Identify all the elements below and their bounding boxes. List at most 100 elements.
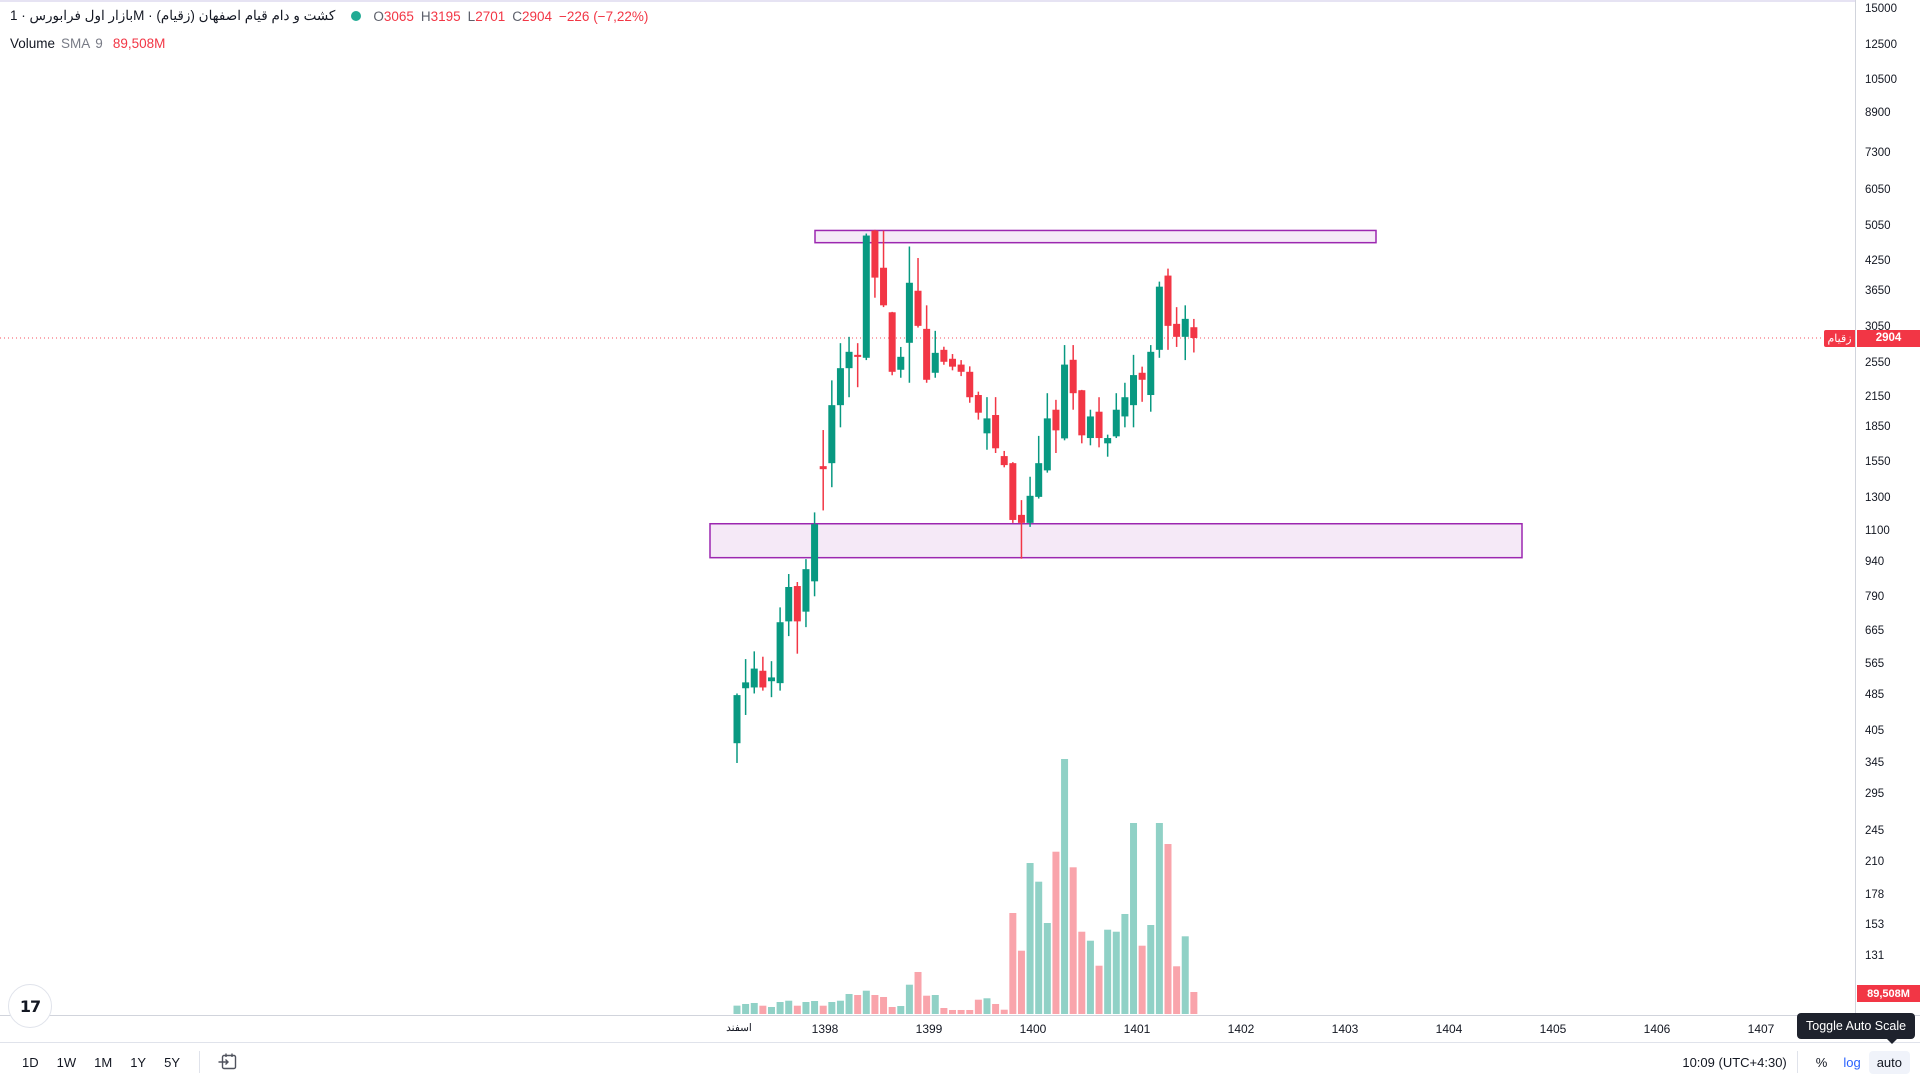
price-tick-label: 12500 [1865, 39, 1897, 52]
chart-pane[interactable] [0, 0, 1855, 1015]
time-tick-label: 1406 [1643, 1022, 1671, 1036]
volume-bar [1095, 965, 1103, 1014]
range-button-1m[interactable]: 1M [85, 1051, 121, 1074]
volume-bar [905, 984, 913, 1014]
volume-bar [1155, 822, 1163, 1014]
time-tick-label: 1405 [1539, 1022, 1567, 1036]
volume-sma-label: SMA [61, 35, 91, 51]
price-tick-label: 665 [1865, 625, 1885, 638]
calendar-arrow-icon [218, 1053, 237, 1070]
price-tick-label: 345 [1865, 756, 1885, 769]
candle-body [1112, 409, 1120, 437]
price-tick-label: 1850 [1865, 421, 1891, 434]
volume-bar [845, 993, 853, 1014]
volume-bar [1078, 931, 1086, 1014]
volume-bar [871, 995, 879, 1014]
range-button-1y[interactable]: 1Y [121, 1051, 155, 1074]
last-price-tag: 2904 [1857, 329, 1920, 347]
range-button-1d[interactable]: 1D [13, 1051, 48, 1074]
candle-body [992, 415, 1000, 449]
candle-body [1000, 456, 1008, 466]
candle-body [974, 395, 982, 413]
last-volume-tag: 89,508M [1857, 985, 1920, 1002]
volume-bar [793, 1005, 801, 1014]
volume-bar [854, 995, 862, 1014]
candle-body [759, 670, 767, 688]
price-tick-label: 5050 [1865, 220, 1891, 233]
candle-body [940, 349, 948, 362]
candle-body [1181, 318, 1189, 337]
candle-body [1017, 514, 1025, 523]
volume-bar [974, 999, 982, 1014]
time-axis[interactable]: اسفند 1398 1399 1400 1401 1402 1403 1404 1405 140… [0, 1015, 1920, 1043]
volume-bar [802, 1002, 810, 1014]
volume-bar [992, 1003, 1000, 1014]
candle-body [793, 586, 801, 622]
price-tick-label: 153 [1865, 918, 1885, 931]
chart-legend: بازار اول فرابورس · 1M · کشت و دام قیام … [10, 5, 648, 53]
price-tick-label: 3050 [1865, 321, 1891, 334]
candle-body [854, 354, 862, 357]
ohlc-change: −226 (−7,22%) [559, 8, 649, 24]
candle-body [914, 290, 922, 326]
range-button-5y[interactable]: 5Y [155, 1051, 189, 1074]
volume-indicator-label[interactable]: Volume [10, 35, 56, 51]
volume-bar [957, 1009, 965, 1014]
volume-bar [819, 1005, 827, 1014]
symbol-title[interactable]: بازار اول فرابورس · 1M · کشت و دام قیام … [10, 8, 336, 23]
range-button-1w[interactable]: 1W [48, 1051, 86, 1074]
toolbar-divider [199, 1051, 200, 1073]
price-tick-label: 1550 [1865, 456, 1891, 469]
candle-body [742, 682, 750, 689]
volume-bar [1190, 992, 1198, 1014]
candle-body [1104, 438, 1112, 444]
range-buttons-group: 1D 1W 1M 1Y 5Y [0, 1048, 246, 1076]
candle-body [1138, 372, 1146, 380]
price-tick-label: 245 [1865, 824, 1885, 837]
candle-body [957, 364, 965, 372]
volume-bar [1173, 966, 1181, 1014]
volume-bar [1069, 867, 1077, 1014]
clock[interactable]: 10:09 (UTC+4:30) [1682, 1054, 1787, 1070]
volume-bar [1147, 925, 1155, 1014]
percent-scale-button[interactable]: % [1808, 1051, 1836, 1074]
price-tick-label: 8900 [1865, 107, 1891, 120]
candle-body [1061, 364, 1069, 439]
candle-body [802, 569, 810, 612]
time-tick-label: 1403 [1331, 1022, 1359, 1036]
volume-value: 89,508M [112, 35, 166, 51]
volume-bar [1009, 913, 1017, 1014]
candle-body [1052, 409, 1060, 431]
volume-bar [1130, 822, 1138, 1014]
time-tick-label: 1407 [1747, 1022, 1775, 1036]
candle-body [1086, 416, 1094, 439]
price-axis[interactable]: زقیام 2904 89,508M 15000 12500 10500 8900 73… [1824, 0, 1920, 1015]
ohlc-open: O3065 [373, 8, 414, 24]
scale-controls-group: 10:09 (UTC+4:30) % log auto [1682, 1050, 1920, 1074]
volume-bar [767, 1006, 775, 1014]
go-to-date-button[interactable] [210, 1048, 246, 1076]
auto-scale-button[interactable]: auto [1868, 1050, 1910, 1074]
volume-bar [1138, 945, 1146, 1014]
time-tick-label: 1402 [1227, 1022, 1255, 1036]
volume-bar [880, 996, 888, 1014]
price-tick-label: 485 [1865, 688, 1885, 701]
volume-bar [828, 1002, 836, 1014]
candle-body [871, 230, 879, 278]
volume-bar [923, 995, 931, 1014]
price-tick-label: 2150 [1865, 391, 1891, 404]
tooltip-caret [1886, 1038, 1898, 1044]
volume-sma-length: 9 [95, 35, 103, 51]
time-tick-label: اسفند [726, 1022, 752, 1034]
price-tick-label: 295 [1865, 787, 1885, 800]
volume-bar [776, 1002, 784, 1014]
log-scale-button[interactable]: log [1835, 1051, 1868, 1074]
price-tick-label: 210 [1865, 855, 1885, 868]
candle-body [1043, 418, 1051, 471]
volume-bar [759, 1005, 767, 1014]
volume-bar [1043, 923, 1051, 1014]
volume-bar [983, 998, 991, 1014]
volume-bar [811, 1000, 819, 1014]
tradingview-logo[interactable]: 17 [8, 984, 52, 1028]
candle-body [1078, 390, 1086, 436]
